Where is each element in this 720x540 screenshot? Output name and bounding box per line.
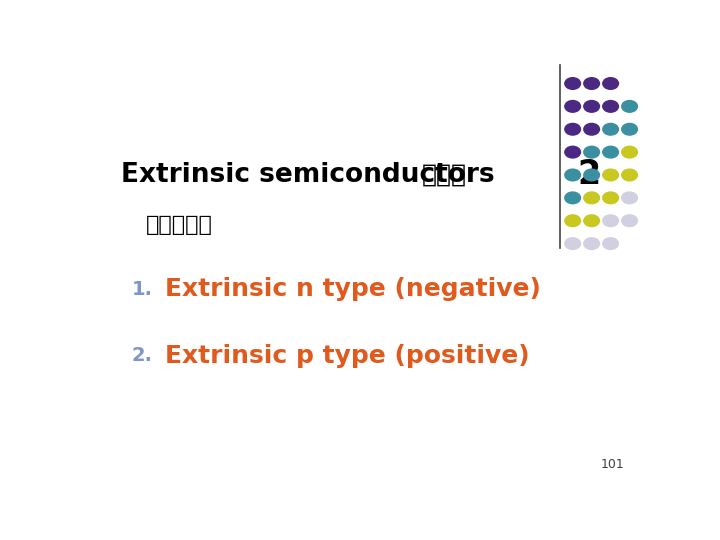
Text: มอย: มอย — [422, 163, 467, 187]
Circle shape — [565, 124, 580, 135]
Circle shape — [622, 100, 637, 112]
Circle shape — [584, 78, 600, 89]
Text: Extrinsic semiconductors: Extrinsic semiconductors — [121, 162, 503, 188]
Circle shape — [565, 78, 580, 89]
Circle shape — [603, 78, 618, 89]
Circle shape — [622, 169, 637, 181]
Circle shape — [622, 146, 637, 158]
Circle shape — [622, 215, 637, 227]
Circle shape — [584, 146, 600, 158]
Circle shape — [603, 238, 618, 249]
Text: 101: 101 — [600, 458, 624, 471]
Text: 2.: 2. — [132, 346, 153, 366]
Circle shape — [603, 100, 618, 112]
Text: Extrinsic n type (negative): Extrinsic n type (negative) — [166, 278, 541, 301]
Circle shape — [584, 238, 600, 249]
Circle shape — [584, 215, 600, 227]
Circle shape — [565, 192, 580, 204]
Circle shape — [565, 169, 580, 181]
Circle shape — [603, 215, 618, 227]
Circle shape — [622, 124, 637, 135]
Circle shape — [603, 146, 618, 158]
Text: 1.: 1. — [132, 280, 153, 299]
Text: ชนดคอ: ชนดคอ — [145, 215, 212, 235]
Circle shape — [584, 169, 600, 181]
Circle shape — [603, 124, 618, 135]
Circle shape — [584, 192, 600, 204]
Circle shape — [584, 124, 600, 135]
Circle shape — [603, 192, 618, 204]
Text: Extrinsic p type (positive): Extrinsic p type (positive) — [166, 344, 530, 368]
Circle shape — [565, 215, 580, 227]
Circle shape — [584, 100, 600, 112]
Circle shape — [565, 100, 580, 112]
Circle shape — [622, 192, 637, 204]
Text: 2: 2 — [578, 158, 601, 192]
Circle shape — [565, 146, 580, 158]
Circle shape — [565, 238, 580, 249]
Circle shape — [603, 169, 618, 181]
